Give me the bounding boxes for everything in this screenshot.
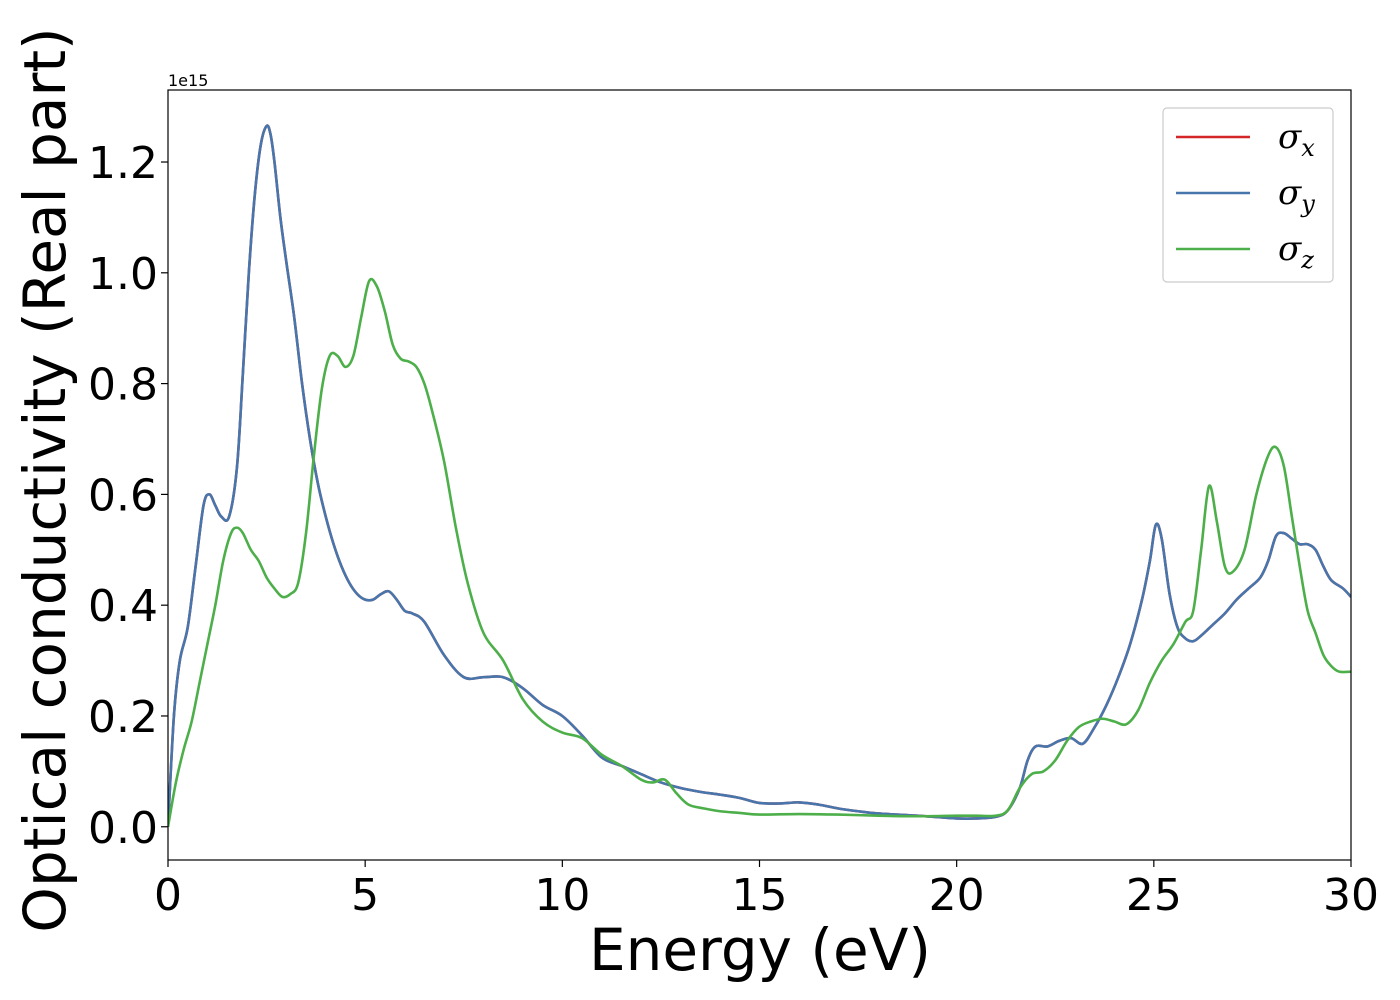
- y-tick-label: 0.8: [88, 360, 158, 411]
- y-tick-label: 1.2: [88, 138, 158, 189]
- legend-frame: [1162, 107, 1334, 283]
- x-tick-label: 20: [929, 870, 985, 921]
- series-line-y: [168, 124, 1351, 827]
- x-tick-label: 25: [1126, 870, 1182, 921]
- x-tick-label: 10: [534, 870, 590, 921]
- x-tick-label: 0: [154, 870, 182, 921]
- y-tick-label: 0.0: [88, 803, 158, 854]
- legend-label-x: σx: [1278, 117, 1315, 162]
- legend-symbol: σ: [1278, 117, 1302, 157]
- legend-symbol: σ: [1278, 173, 1302, 213]
- legend-subscript: z: [1300, 246, 1314, 274]
- series-line-z: [168, 277, 1351, 827]
- y-offset-label: 1e15: [168, 71, 208, 90]
- series-layer: [168, 124, 1351, 827]
- x-tick-label: 30: [1323, 870, 1379, 921]
- y-tick-label: 1.0: [88, 249, 158, 300]
- y-axis: 0.0 0.2 0.4 0.6 0.8 1.0 1.2: [88, 138, 168, 854]
- plot-area: [168, 90, 1351, 860]
- y-tick-label: 0.4: [88, 581, 158, 632]
- x-axis-title: Energy (eV): [589, 916, 931, 984]
- y-axis-title: Optical conductivity (Real part): [11, 27, 79, 932]
- x-axis: 0 5 10 15 20 25 30: [154, 860, 1379, 921]
- legend-subscript: y: [1300, 190, 1315, 218]
- y-tick-label: 0.6: [88, 470, 158, 521]
- legend-symbol: σ: [1278, 229, 1302, 269]
- x-tick-label: 5: [351, 870, 379, 921]
- x-tick-label: 15: [732, 870, 788, 921]
- legend-label-y: σy: [1278, 173, 1315, 218]
- legend-subscript: x: [1301, 134, 1315, 162]
- legend-label-z: σz: [1278, 229, 1314, 274]
- y-tick-label: 0.2: [88, 692, 158, 743]
